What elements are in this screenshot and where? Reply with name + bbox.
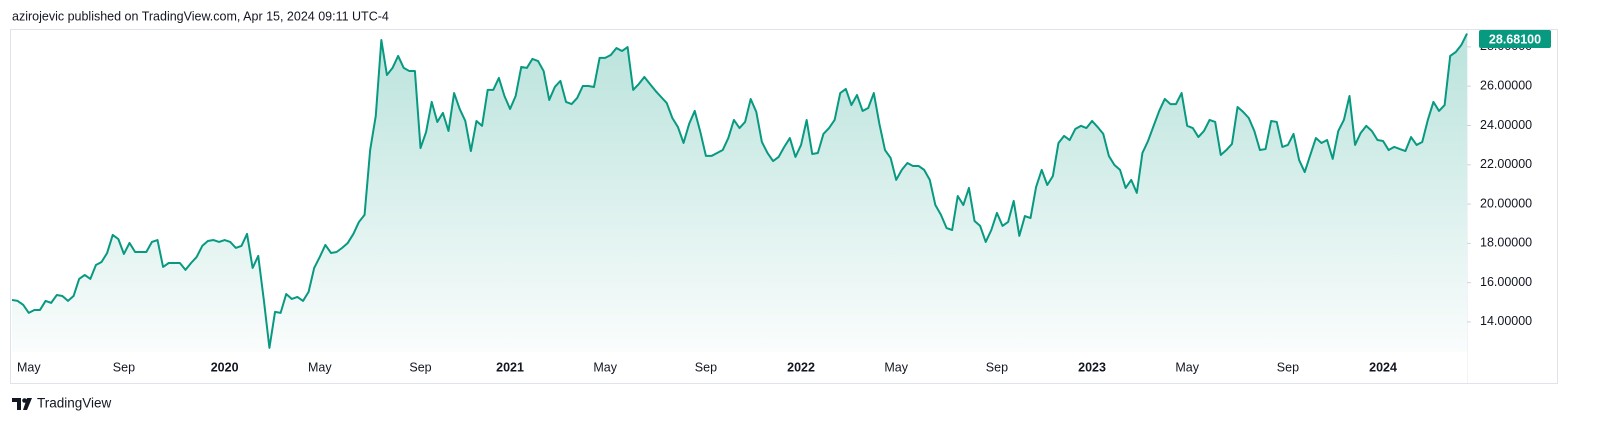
publish-header: azirojevic published on TradingView.com,… bbox=[12, 9, 389, 23]
x-tick-label: May bbox=[308, 360, 332, 374]
x-tick-label: Sep bbox=[113, 360, 135, 374]
x-tick-label: Sep bbox=[695, 360, 717, 374]
y-tick-label: 20.00000 bbox=[1480, 196, 1532, 210]
x-tick-label: 2024 bbox=[1369, 360, 1397, 374]
x-tick-label: 2022 bbox=[787, 360, 815, 374]
brand-logo bbox=[12, 398, 32, 410]
y-tick-label: 24.00000 bbox=[1480, 118, 1532, 132]
x-tick-label: Sep bbox=[409, 360, 431, 374]
y-tick-label: 26.00000 bbox=[1480, 78, 1532, 92]
y-tick-label: 18.00000 bbox=[1480, 236, 1532, 250]
y-tick-label: 16.00000 bbox=[1480, 275, 1532, 289]
x-tick-label: 2023 bbox=[1078, 360, 1106, 374]
x-tick-label: May bbox=[884, 360, 908, 374]
y-tick-label: 22.00000 bbox=[1480, 157, 1532, 171]
x-tick-label: 2021 bbox=[496, 360, 524, 374]
last-price-label: 28.68100 bbox=[1489, 32, 1541, 46]
x-tick-label: Sep bbox=[1277, 360, 1299, 374]
x-tick-label: May bbox=[17, 360, 41, 374]
brand-name: TradingView bbox=[37, 396, 112, 411]
area-fill bbox=[12, 33, 1467, 353]
x-tick-label: 2020 bbox=[211, 360, 239, 374]
price-line bbox=[11, 33, 1468, 349]
x-tick-label: Sep bbox=[986, 360, 1008, 374]
y-tick-label: 14.00000 bbox=[1480, 314, 1532, 328]
last-price-badge bbox=[1479, 30, 1551, 48]
x-tick-label: May bbox=[1175, 360, 1199, 374]
chart-frame bbox=[10, 29, 1558, 384]
x-tick-label: May bbox=[593, 360, 617, 374]
